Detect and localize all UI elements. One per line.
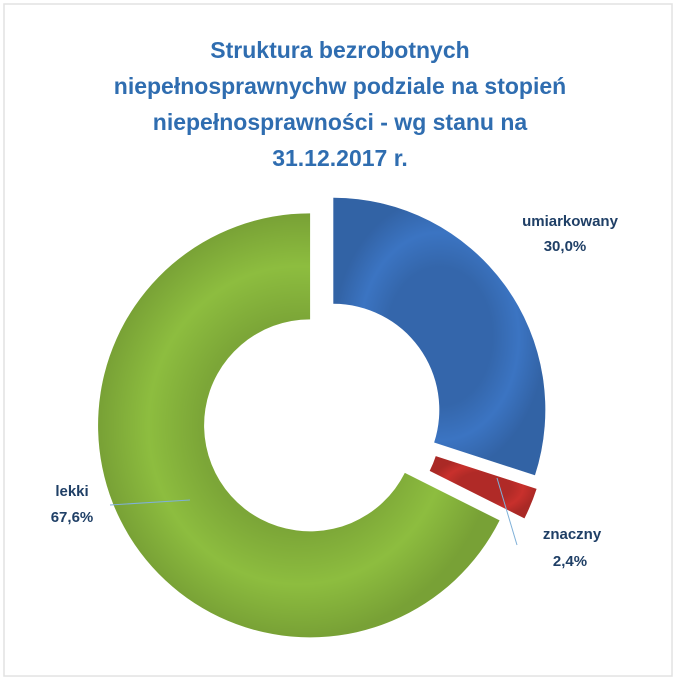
category-label: umiarkowany <box>522 213 619 230</box>
chart-title: 31.12.2017 r. <box>272 145 408 171</box>
value-label: 67,6% <box>51 509 94 526</box>
value-label: 2,4% <box>553 553 587 570</box>
leader-line <box>496 477 518 546</box>
chart-title: Struktura bezrobotnych <box>210 37 469 63</box>
chart-title: niepełnosprawności - wg stanu na <box>153 109 528 135</box>
chart-title: niepełnosprawnychw podziale na stopień <box>114 73 566 99</box>
category-label: znaczny <box>543 526 602 543</box>
category-label: lekki <box>55 483 88 500</box>
leader-line <box>109 499 191 506</box>
value-label: 30,0% <box>544 238 587 255</box>
